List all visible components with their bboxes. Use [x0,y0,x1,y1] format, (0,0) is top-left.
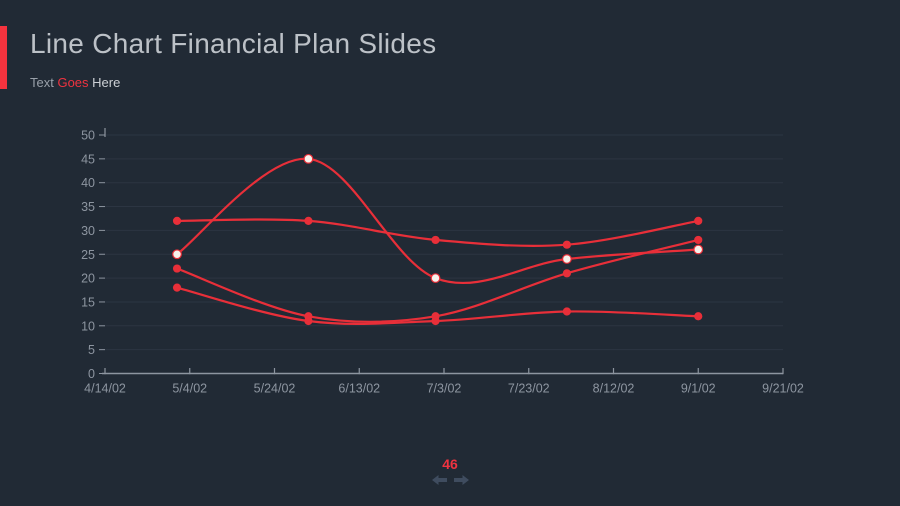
y-tick-label: 5 [88,343,95,357]
series-3-marker [694,235,703,245]
x-tick-label: 8/12/02 [593,382,635,396]
series-1-marker [172,249,182,260]
line-chart: 0 5 10 15 20 25 30 35 40 45 50 4/14/02 5/4/02 5/24/02… [81,128,804,396]
series-2-marker [172,216,182,225]
y-tick-label: 10 [81,319,95,333]
series-1-marker [430,273,441,284]
title-accent-bar [0,26,7,89]
x-tick-label: 5/24/02 [254,382,296,396]
series-4-marker [562,307,571,316]
x-tick-label: 5/4/02 [172,382,207,396]
series-1-marker [561,254,572,264]
x-tick-label: 9/21/02 [762,382,804,396]
y-tick-label: 20 [81,272,95,286]
series-2-marker [694,216,703,225]
series-4-marker [304,316,313,326]
page-title: Line Chart Financial Plan Slides [30,28,437,59]
subtitle-accent-text: Goes [57,75,89,90]
subtitle-text-1: Text [30,75,58,90]
series-3-marker [562,269,571,278]
y-tick-label: 50 [81,129,95,143]
y-tick-label: 35 [81,200,95,214]
series-1-line [175,157,700,285]
y-tick-label: 25 [81,248,95,262]
subtitle-text-2: Here [88,75,121,90]
y-tick-label: 40 [81,176,95,190]
series-2-marker [562,240,571,249]
x-tick-label: 9/1/02 [681,382,716,396]
line-chart-canvas: 0 5 10 15 20 25 30 35 40 45 50 4/14/02 5/4/02 5/24/02… [81,128,804,396]
x-tick-label: 7/23/02 [508,382,550,396]
y-tick-label: 30 [81,224,95,238]
series-3-marker [172,264,182,273]
series-4-marker [172,283,182,292]
series-2-marker [304,216,313,225]
x-tick-label: 7/3/02 [427,382,462,396]
series-1-marker [303,153,314,164]
series-1-marker [693,244,704,255]
next-arrow-icon[interactable] [453,475,469,485]
series-2-marker [431,235,440,245]
page-number: 46 [442,456,458,472]
y-tick-label: 45 [81,152,95,166]
series-4-marker [694,312,703,321]
previous-arrow-icon[interactable] [431,475,447,485]
series-4-marker [431,316,440,326]
y-tick-label: 15 [81,295,95,309]
slide-footer: 46 [0,456,900,485]
x-tick-label: 4/14/02 [84,382,126,396]
page-subtitle: Text Goes Here [30,75,120,90]
slide-navigation [431,475,469,485]
x-tick-label: 6/13/02 [338,382,380,396]
y-tick-label: 0 [88,367,95,381]
